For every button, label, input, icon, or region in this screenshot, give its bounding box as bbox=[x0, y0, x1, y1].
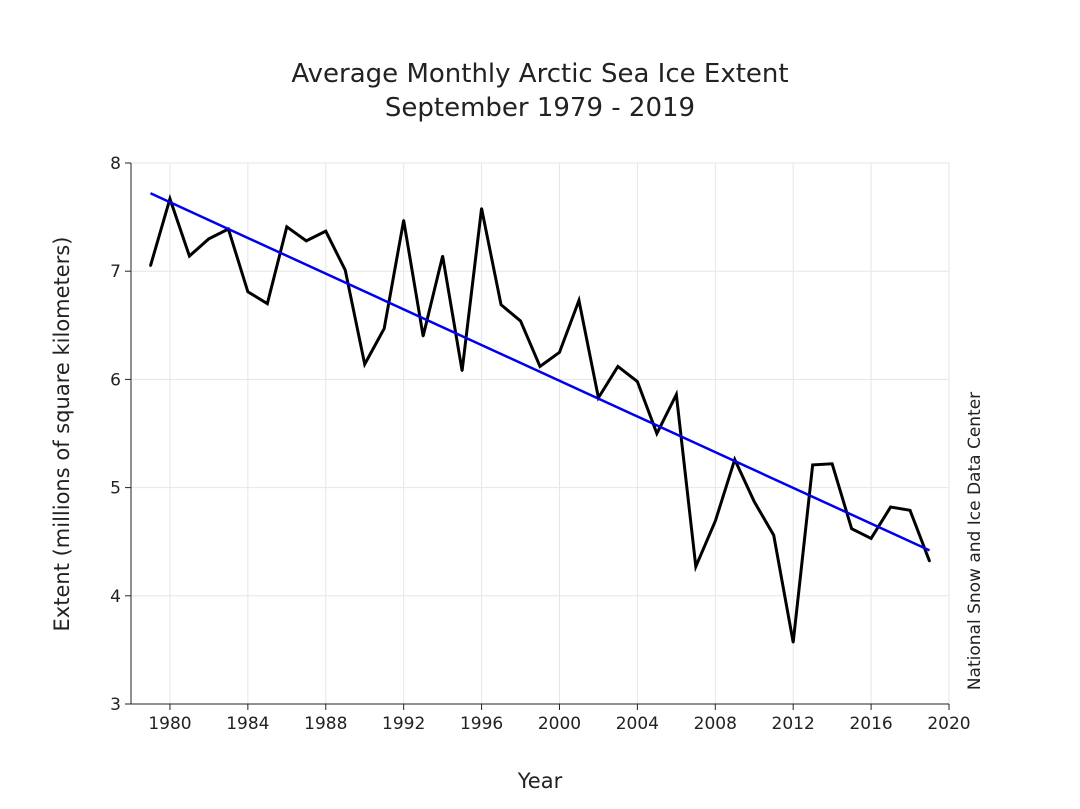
y-tick-label: 5 bbox=[110, 479, 121, 499]
data-point bbox=[908, 509, 912, 512]
data-point bbox=[363, 363, 366, 366]
x-tick-label: 1980 bbox=[148, 714, 191, 734]
data-point bbox=[753, 500, 756, 503]
data-point bbox=[636, 380, 639, 383]
x-tick-label: 1988 bbox=[304, 714, 347, 734]
data-point bbox=[207, 237, 211, 240]
chart-title: Average Monthly Arctic Sea Ice Extent bbox=[291, 59, 788, 89]
y-axis-title: Extent (millions of square kilometers) bbox=[50, 237, 74, 632]
data-point bbox=[928, 559, 931, 563]
x-axis-title: Year bbox=[517, 769, 563, 793]
data-point bbox=[188, 254, 191, 258]
data-point bbox=[441, 254, 444, 258]
credit-label: National Snow and Ice Data Center bbox=[965, 392, 985, 690]
data-point bbox=[149, 264, 152, 267]
x-tick-label: 2020 bbox=[927, 714, 970, 734]
y-tick-label: 7 bbox=[110, 262, 121, 282]
data-point bbox=[850, 527, 853, 530]
data-point bbox=[714, 519, 717, 523]
data-point bbox=[830, 462, 834, 465]
data-point bbox=[460, 369, 464, 372]
y-tick-label: 4 bbox=[110, 587, 121, 607]
data-point bbox=[772, 534, 775, 537]
data-point bbox=[305, 239, 308, 243]
x-tick-label: 2004 bbox=[616, 714, 659, 734]
y-tick-label: 8 bbox=[110, 154, 121, 174]
data-point bbox=[266, 302, 269, 305]
x-tick-label: 2000 bbox=[538, 714, 581, 734]
data-point bbox=[480, 207, 483, 210]
y-axis-ticks: 3 4 5 6 7 8 bbox=[110, 154, 131, 715]
chart-subtitle: September 1979 - 2019 bbox=[385, 93, 695, 123]
data-point bbox=[655, 432, 659, 435]
data-point bbox=[382, 327, 386, 330]
x-tick-label: 2012 bbox=[772, 714, 815, 734]
data-point bbox=[694, 565, 698, 568]
x-axis-ticks: 1980 1984 1988 1992 1996 2000 2004 2008 2012 2016… bbox=[148, 704, 971, 734]
x-tick-label: 1984 bbox=[226, 714, 269, 734]
data-point bbox=[421, 334, 425, 338]
data-point bbox=[558, 351, 561, 354]
data-point bbox=[285, 225, 289, 229]
data-point bbox=[889, 505, 892, 509]
data-point bbox=[811, 463, 814, 467]
grid-lines bbox=[131, 162, 950, 704]
data-point bbox=[519, 319, 522, 323]
x-tick-label: 2008 bbox=[694, 714, 737, 734]
x-tick-label: 2016 bbox=[849, 714, 892, 734]
axes bbox=[130, 163, 949, 705]
series-layer bbox=[149, 192, 931, 644]
data-point bbox=[246, 290, 250, 293]
data-point bbox=[577, 299, 581, 302]
data-point bbox=[675, 393, 678, 396]
data-point bbox=[402, 219, 405, 222]
data-point bbox=[616, 365, 620, 368]
x-tick-label: 1992 bbox=[382, 714, 425, 734]
data-point bbox=[324, 229, 327, 233]
extent-series-line bbox=[149, 193, 931, 643]
data-point bbox=[344, 268, 347, 272]
data-point bbox=[538, 365, 542, 368]
data-point bbox=[791, 641, 795, 644]
trend-line bbox=[149, 192, 931, 552]
x-tick-label: 1996 bbox=[460, 714, 503, 734]
y-tick-label: 6 bbox=[110, 370, 121, 390]
data-point bbox=[499, 303, 503, 306]
data-point bbox=[869, 537, 873, 540]
data-point bbox=[168, 197, 172, 200]
y-tick-label: 3 bbox=[110, 695, 121, 715]
